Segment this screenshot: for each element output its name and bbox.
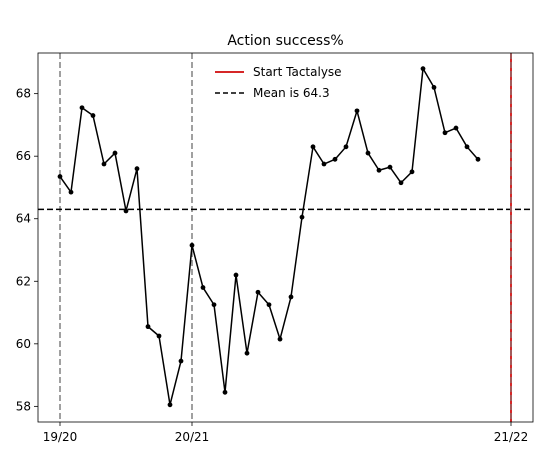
data-point [453,125,459,131]
data-point [442,130,448,136]
data-point [200,285,206,290]
data-point [211,302,217,308]
data-point [343,144,349,150]
legend-start-label: Start Tactalyse [253,65,342,79]
data-point [134,166,140,172]
data-point [431,84,437,90]
data-point [90,113,96,118]
legend: Start Tactalyse Mean is 64.3 [212,60,362,106]
data-point [332,156,338,162]
data-point [288,294,294,300]
data-point [101,161,107,167]
data-point [255,289,261,295]
data-point [266,302,272,308]
data-point [277,336,283,342]
plot-frame [37,52,534,423]
data-point [365,150,371,156]
data-point [299,214,305,220]
data-point [464,144,470,150]
data-point [321,161,327,167]
data-point [145,324,151,330]
data-point [475,156,481,162]
data-point [68,189,74,195]
data-point [112,150,118,156]
y-tick-label: 62 [16,274,31,288]
series-line [59,67,479,406]
legend-mean-label: Mean is 64.3 [253,86,330,100]
y-tick-label: 68 [16,87,31,101]
data-point [167,402,173,408]
data-point [79,105,85,111]
x-tick-label: 21/22 [494,430,529,444]
data-point [398,180,404,186]
y-tick-label: 60 [16,337,31,351]
x-tick-label: 19/20 [43,430,78,444]
data-point [57,174,63,179]
data-point [222,389,228,395]
data-point [233,272,239,278]
y-tick-label: 64 [16,212,31,226]
x-tick-label: 20/21 [175,430,210,444]
data-point [189,242,195,248]
chart-title: Action success% [227,33,343,49]
data-point [376,167,382,173]
data-point [310,144,316,150]
data-point [387,164,393,170]
plot-area [38,53,533,422]
data-point [354,108,360,114]
data-point [156,333,162,339]
y-tick-label: 58 [16,399,31,413]
data-point [244,350,250,356]
legend-box [212,60,362,106]
data-point [178,358,184,364]
y-tick-label: 66 [16,149,31,163]
data-point [409,169,415,175]
data-point [420,66,426,72]
axes: 58 60 62 64 66 68 19/20 20/21 21/22 [16,87,529,444]
data-point [123,208,129,214]
